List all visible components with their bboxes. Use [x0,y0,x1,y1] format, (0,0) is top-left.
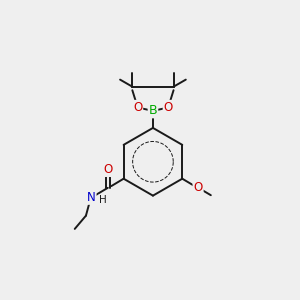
Text: N: N [87,191,96,204]
Text: H: H [99,195,107,205]
Text: O: O [194,181,203,194]
Text: O: O [164,101,173,114]
Text: O: O [103,163,112,176]
Text: B: B [148,104,157,117]
Text: O: O [133,101,142,114]
